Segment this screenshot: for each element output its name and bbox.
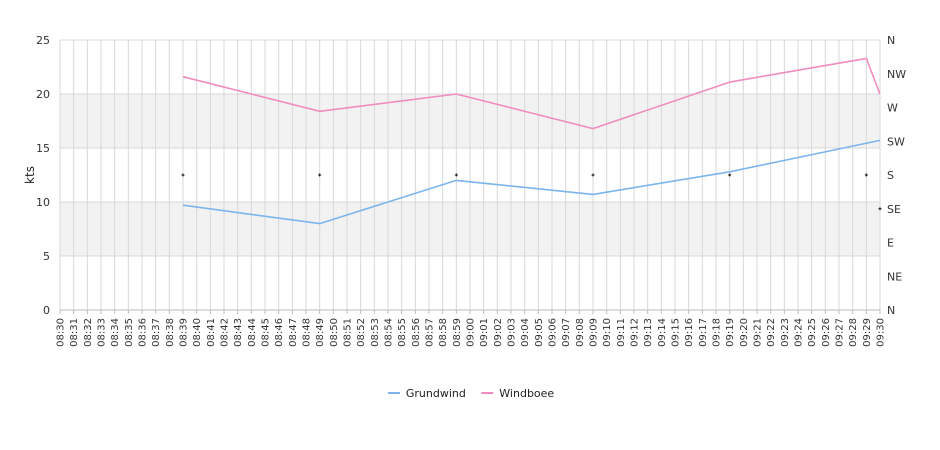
x-tick-label: 09:16 bbox=[684, 318, 695, 347]
x-tick-label: 08:32 bbox=[83, 318, 94, 347]
direction-tick-label: N bbox=[887, 304, 895, 317]
series-lines bbox=[182, 57, 881, 225]
series-line-windboee bbox=[182, 57, 881, 130]
x-tick-label: 08:59 bbox=[452, 318, 463, 347]
direction-tick-label: W bbox=[887, 102, 898, 115]
legend: Grundwind Windboee bbox=[387, 387, 554, 400]
x-tick-label: 08:50 bbox=[329, 318, 340, 347]
x-gridlines bbox=[59, 40, 881, 310]
x-tick-label: 08:52 bbox=[356, 318, 367, 347]
x-tick-label: 09:10 bbox=[602, 318, 613, 347]
legend-item-grundwind[interactable]: Grundwind bbox=[387, 387, 466, 400]
x-tick-label: 08:40 bbox=[192, 318, 203, 347]
x-tick-label: 08:44 bbox=[247, 318, 258, 347]
x-tick-label: 08:58 bbox=[438, 318, 449, 347]
legend-label: Grundwind bbox=[406, 387, 466, 400]
x-tick-label: 08:36 bbox=[138, 318, 149, 347]
x-tick-label: 09:15 bbox=[671, 318, 682, 347]
x-tick-label: 08:38 bbox=[165, 318, 176, 347]
direction-tick-label: NW bbox=[887, 68, 906, 81]
x-tick-label: 09:22 bbox=[766, 318, 777, 347]
direction-tick-label: SW bbox=[887, 135, 905, 148]
x-tick-label: 08:31 bbox=[69, 318, 80, 347]
x-tick-label: 09:13 bbox=[643, 318, 654, 347]
x-tick-label: 08:37 bbox=[151, 318, 162, 347]
x-tick-label: 09:27 bbox=[835, 318, 846, 347]
x-tick-label: 09:09 bbox=[589, 318, 600, 347]
x-tick-label: 08:42 bbox=[220, 318, 231, 347]
x-tick-label: 08:51 bbox=[343, 318, 354, 347]
x-tick-label: 09:19 bbox=[725, 318, 736, 347]
x-tick-label: 08:46 bbox=[274, 318, 285, 347]
x-tick-label: 09:30 bbox=[876, 318, 887, 347]
direction-tick-label: NE bbox=[887, 270, 902, 283]
x-tick-label: 08:41 bbox=[206, 318, 217, 347]
x-tick-label: 09:05 bbox=[534, 318, 545, 347]
x-tick-label: 08:48 bbox=[302, 318, 313, 347]
legend-item-windboee[interactable]: Windboee bbox=[481, 387, 554, 400]
x-tick-label: 08:43 bbox=[233, 318, 244, 347]
x-tick-label: 09:17 bbox=[698, 318, 709, 347]
x-tick-label: 09:29 bbox=[862, 318, 873, 347]
x-tick-label: 09:01 bbox=[479, 318, 490, 347]
x-tick-label: 08:34 bbox=[110, 318, 121, 347]
x-tick-label: 09:18 bbox=[712, 318, 723, 347]
x-tick-label: 09:00 bbox=[466, 318, 477, 347]
x-tick-label: 09:07 bbox=[561, 318, 572, 347]
y-tick-label: 25 bbox=[36, 34, 50, 47]
x-tick-label: 09:04 bbox=[520, 318, 531, 347]
direction-tick-label: E bbox=[887, 237, 894, 250]
x-tick-label: 09:11 bbox=[616, 318, 627, 347]
x-tick-label: 09:12 bbox=[630, 318, 641, 347]
x-tick-label: 09:03 bbox=[507, 318, 518, 347]
direction-tick-label: N bbox=[887, 34, 895, 47]
x-tick-label: 09:25 bbox=[807, 318, 818, 347]
x-tick-label: 08:39 bbox=[179, 318, 190, 347]
x-tick-label: 09:24 bbox=[794, 318, 805, 347]
x-tick-label: 08:53 bbox=[370, 318, 381, 347]
x-tick-label: 09:23 bbox=[780, 318, 791, 347]
y-tick-label: 20 bbox=[36, 88, 50, 101]
y-tick-label: 5 bbox=[43, 250, 50, 263]
x-tick-label: 09:26 bbox=[821, 318, 832, 347]
y-tick-label: 10 bbox=[36, 196, 50, 209]
y-axis-title: kts bbox=[23, 166, 37, 184]
series-line-grundwind bbox=[182, 139, 881, 225]
y-axis-ticks: 0 5 10 15 20 25 bbox=[36, 34, 50, 317]
y-gridlines bbox=[60, 39, 880, 311]
x-tick-label: 08:47 bbox=[288, 318, 299, 347]
y-tick-label: 0 bbox=[43, 304, 50, 317]
x-tick-label: 09:21 bbox=[753, 318, 764, 347]
x-tick-label: 09:08 bbox=[575, 318, 586, 347]
x-tick-label: 09:20 bbox=[739, 318, 750, 347]
x-tick-label: 08:57 bbox=[425, 318, 436, 347]
x-axis-ticks: 08:30 08:31 08:32 08:33 08:34 08:35 08:36 08:37… bbox=[56, 310, 887, 347]
x-tick-label: 08:35 bbox=[124, 318, 135, 347]
x-tick-label: 09:28 bbox=[848, 318, 859, 347]
direction-markers bbox=[181, 173, 882, 211]
x-tick-label: 08:55 bbox=[397, 318, 408, 347]
x-tick-label: 09:14 bbox=[657, 318, 668, 347]
direction-tick-label: S bbox=[887, 169, 894, 182]
x-tick-label: 08:49 bbox=[315, 318, 326, 347]
x-tick-label: 09:06 bbox=[548, 318, 559, 347]
y-tick-label: 15 bbox=[36, 142, 50, 155]
direction-axis-ticks: N NE E SE S SW W NW N bbox=[887, 34, 906, 317]
x-tick-label: 08:33 bbox=[97, 318, 108, 347]
legend-label: Windboee bbox=[499, 387, 554, 400]
x-tick-label: 08:45 bbox=[261, 318, 272, 347]
direction-tick-label: SE bbox=[887, 203, 901, 216]
x-tick-label: 09:02 bbox=[493, 318, 504, 347]
x-tick-label: 08:56 bbox=[411, 318, 422, 347]
x-tick-label: 08:54 bbox=[384, 318, 395, 347]
x-tick-label: 08:30 bbox=[56, 318, 67, 347]
